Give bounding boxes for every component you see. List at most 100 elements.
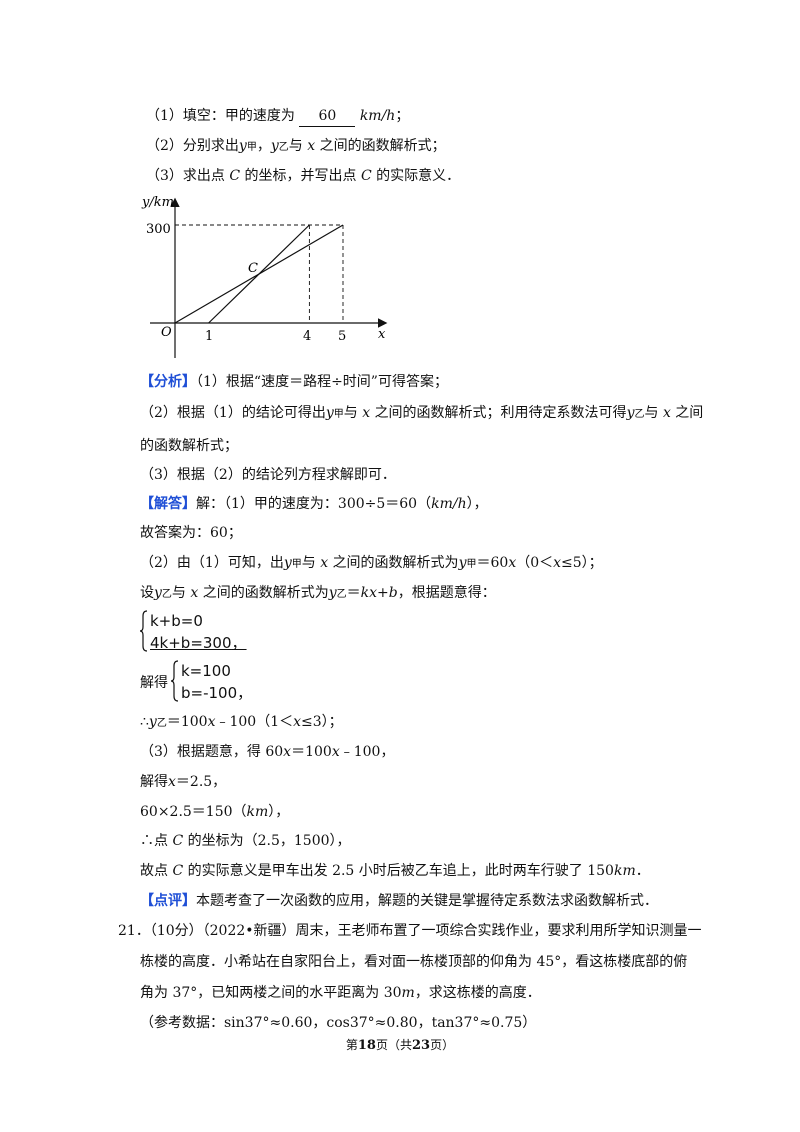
text: ∴点 <box>140 833 168 849</box>
x-axis-label: x <box>378 327 386 342</box>
var: y <box>270 138 279 154</box>
q21-line-3: 角为 37°，已知两楼之间的水平距离为 30m，求这栋楼的高度． <box>140 983 541 1003</box>
text: 之间的函数解析式为 <box>202 585 329 601</box>
text: 21．（10分）（2022•新疆）周末，王老师布置了一项综合实践作业，要求利用所… <box>118 923 702 939</box>
subscript: 甲 <box>466 559 477 570</box>
graph-line-2 <box>208 224 310 324</box>
answer-line-8: 60×2.5＝150（km）， <box>140 802 289 822</box>
comment-line: 【点评】本题考查了一次函数的应用，解题的关键是掌握待定系数法求函数解析式． <box>140 891 658 911</box>
text: 与 <box>301 555 316 571</box>
text: 的坐标，并写出点 <box>244 168 357 184</box>
subscript: 乙 <box>161 589 172 600</box>
var: x <box>320 555 329 571</box>
var: x <box>662 405 671 421</box>
text: ≤3）； <box>301 714 343 730</box>
page-number: 18 <box>357 1038 376 1053</box>
text: ﹣100（1＜ <box>215 714 294 730</box>
equation-system-1: k+b=0 4k+b=300， <box>140 610 247 654</box>
var: C <box>172 863 184 879</box>
var: x <box>553 555 562 571</box>
text: 第 <box>345 1038 358 1052</box>
subscript: 乙 <box>278 142 289 153</box>
var: x <box>307 138 316 154</box>
text: ＝100 <box>291 744 332 760</box>
subscript: 甲 <box>291 559 302 570</box>
text: 的函数解析式； <box>140 438 238 454</box>
text: 60×2.5＝150（ <box>140 804 247 820</box>
answer-line-6: （3）根据题意，得 60x＝100x﹣100， <box>140 742 394 762</box>
text: （参考数据：sin37°≈0.60，cos37°≈0.80，tan37°≈0.7… <box>140 1015 537 1031</box>
subscript: 甲 <box>333 409 344 420</box>
text: （3）求出点 <box>146 168 225 184</box>
answer-line-10: 故点 C 的实际意义是甲车出发 2.5 小时后被乙车追上，此时两车行驶了 150… <box>140 861 650 881</box>
var: y <box>148 714 157 730</box>
subscript: 乙 <box>336 589 347 600</box>
unit: km <box>246 804 269 820</box>
unit: km/h <box>359 108 396 124</box>
function-graph: y/km x O 300 1 4 5 C <box>141 195 388 358</box>
analysis-line-4: （3）根据（2）的结论列方程求解即可． <box>140 465 396 485</box>
answer-line-1: 【解答】解：（1）甲的速度为：300÷5＝60（km/h）， <box>140 494 488 514</box>
var: y <box>154 585 162 601</box>
var: x <box>362 405 371 421</box>
unit: km/h <box>431 496 467 512</box>
var: b <box>388 585 398 601</box>
text: 页（共 <box>375 1038 412 1052</box>
question-part-1: （1）填空：甲的速度为 60 km/h； <box>146 106 409 127</box>
subscript: 乙 <box>156 718 167 729</box>
var: y <box>325 405 334 421</box>
var: y <box>238 138 247 154</box>
text: ， <box>237 684 253 702</box>
text: 解：（1）甲的速度为：300÷5＝60（ <box>196 496 432 512</box>
var: C <box>172 833 184 849</box>
q21-line-1: 21．（10分）（2022•新疆）周末，王老师布置了一项综合实践作业，要求利用所… <box>118 921 702 941</box>
text: ＝100 <box>166 714 208 730</box>
text: ， <box>231 634 247 652</box>
text: 与 <box>171 585 186 601</box>
answer-line-2: 故答案为：60； <box>140 523 242 543</box>
text: （2）由（1）可知，出 <box>140 555 284 571</box>
analysis-line-3: 的函数解析式； <box>140 436 238 456</box>
text: ）， <box>268 804 290 820</box>
var: y <box>458 555 467 571</box>
var: C <box>229 168 241 184</box>
text: 的坐标为（2.5，1500）， <box>187 833 351 849</box>
text: 故点 <box>140 863 168 879</box>
text: （3）根据（2）的结论列方程求解即可． <box>140 467 396 483</box>
var: x <box>293 714 302 730</box>
text: 与 <box>288 138 303 154</box>
unit: m <box>401 985 415 1001</box>
answer-line-3: （2）由（1）可知，出y甲与 x 之间的函数解析式为y甲＝60x（0＜x≤5）； <box>140 553 603 575</box>
text: ＝ <box>346 585 361 601</box>
subscript: 甲 <box>246 142 257 153</box>
var: x <box>331 744 340 760</box>
text: ． <box>635 863 650 879</box>
y-axis-label: y/km <box>141 195 174 210</box>
answer-tag: 【解答】 <box>140 496 196 512</box>
text: ，求这栋楼的高度． <box>414 985 541 1001</box>
text: （2）根据（1）的结论可得出 <box>140 405 326 421</box>
text: 解得 <box>140 675 168 691</box>
var: C <box>361 168 372 184</box>
page-footer: 第18页（共23页） <box>0 1036 800 1053</box>
answer-blank: 60 <box>299 106 356 127</box>
var: y <box>626 405 635 421</box>
equation-row: k+b=0 <box>150 612 203 630</box>
text: 与 <box>343 405 358 421</box>
text: 故答案为：60； <box>140 525 242 541</box>
answer-line-4: 设y乙与 x 之间的函数解析式为y乙＝kx+b，根据题意得： <box>140 583 496 605</box>
subscript: 乙 <box>634 409 645 420</box>
var: x <box>190 585 199 601</box>
answer-line-7: 解得x＝2.5， <box>140 772 226 792</box>
var: x <box>283 744 292 760</box>
analysis-tag: 【分析】 <box>140 374 196 390</box>
text: （1）填空：甲的速度为 <box>146 108 295 124</box>
text: ， <box>256 138 271 154</box>
text: ﹣100， <box>339 744 395 760</box>
text: ＝60 <box>476 555 509 571</box>
text: ）， <box>466 496 488 512</box>
equation-row: 4k+b=300， <box>150 632 247 654</box>
text: （3）根据题意，得 60 <box>140 744 284 760</box>
comment-tag: 【点评】 <box>140 893 196 909</box>
unit: km <box>613 863 636 879</box>
